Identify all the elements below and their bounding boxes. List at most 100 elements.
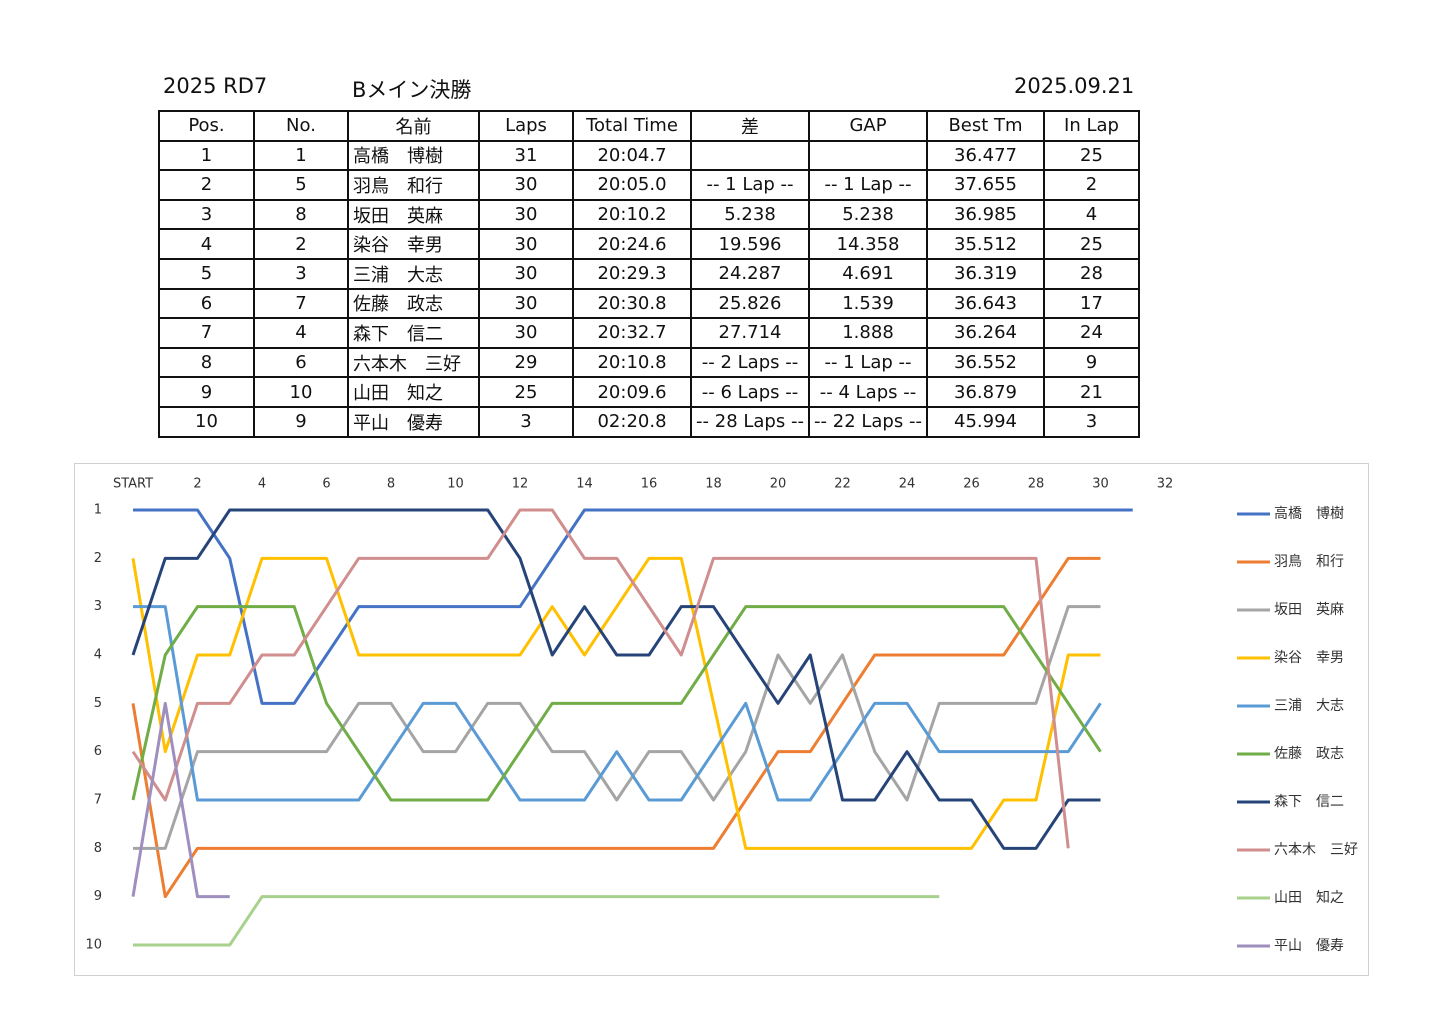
x-tick-label: 16 bbox=[641, 477, 658, 492]
column-header: Best Tm bbox=[926, 110, 1045, 142]
x-tick-label: 28 bbox=[1028, 477, 1045, 492]
cell: 平山 優寿 bbox=[347, 405, 480, 438]
result-row: 7 4 森下 信二 30 20:32.7 27.714 1.888 36.264 24 bbox=[158, 317, 1140, 349]
cell: 36.477 bbox=[926, 139, 1045, 172]
cell: 20:10.8 bbox=[572, 346, 692, 379]
cell: -- 2 Laps -- bbox=[690, 346, 810, 379]
column-header: GAP bbox=[808, 110, 928, 142]
cell: -- 1 Lap -- bbox=[690, 169, 810, 201]
y-tick-label: 7 bbox=[94, 793, 102, 808]
x-tick-label: 32 bbox=[1157, 477, 1174, 492]
cell: 4 bbox=[158, 228, 255, 260]
cell: 1 bbox=[158, 139, 255, 172]
y-tick-label: 9 bbox=[94, 889, 102, 904]
cell: 36.985 bbox=[926, 198, 1045, 231]
x-tick-label: 14 bbox=[576, 477, 593, 492]
cell: 30 bbox=[478, 317, 574, 349]
x-tick-label: 30 bbox=[1092, 477, 1109, 492]
cell: 染谷 幸男 bbox=[347, 228, 480, 260]
series-line bbox=[131, 605, 1102, 802]
cell: 20:09.6 bbox=[572, 376, 692, 408]
x-tick-label: 26 bbox=[963, 477, 980, 492]
cell: 8 bbox=[253, 198, 349, 231]
cell: 5 bbox=[253, 169, 349, 201]
column-header: Laps bbox=[478, 110, 574, 142]
cell: 20:05.0 bbox=[572, 169, 692, 201]
cell: 三浦 大志 bbox=[347, 257, 480, 290]
result-row: 6 7 佐藤 政志 30 20:30.8 25.826 1.539 36.643 17 bbox=[158, 287, 1140, 320]
cell: 25 bbox=[1043, 228, 1140, 260]
series-line bbox=[131, 508, 1101, 850]
legend-label: 坂田 英麻 bbox=[1274, 601, 1344, 618]
column-header: Pos. bbox=[158, 110, 255, 142]
cell: 1 bbox=[253, 139, 349, 172]
x-tick-label: 22 bbox=[834, 477, 851, 492]
cell: 2 bbox=[158, 169, 255, 201]
cell: 20:10.2 bbox=[572, 198, 692, 231]
event: 2025 RD7 bbox=[163, 74, 268, 98]
x-tick-label: 4 bbox=[258, 477, 266, 492]
column-header: In Lap bbox=[1043, 110, 1140, 142]
series-line bbox=[133, 605, 1102, 802]
legend-label: 三浦 大志 bbox=[1274, 698, 1344, 714]
cell: 35.512 bbox=[926, 228, 1045, 260]
cell: 21 bbox=[1043, 376, 1140, 408]
y-tick-label: 2 bbox=[94, 551, 102, 566]
cell: 5.238 bbox=[690, 198, 810, 231]
result-row: 9 10 山田 知之 25 20:09.6 -- 6 Laps -- -- 4 Laps -… bbox=[158, 376, 1140, 408]
x-tick-label: 2 bbox=[193, 477, 201, 492]
legend-label: 六本木 三好 bbox=[1274, 842, 1358, 858]
cell: 25 bbox=[1043, 139, 1140, 172]
cell: 坂田 英麻 bbox=[347, 198, 480, 231]
result-row: 2 5 羽鳥 和行 30 20:05.0 -- 1 Lap -- -- 1 Lap -- 37… bbox=[158, 169, 1140, 201]
cell: 28 bbox=[1043, 257, 1140, 290]
cell: 2 bbox=[1043, 169, 1140, 201]
legend-label: 平山 優寿 bbox=[1274, 938, 1344, 954]
cell: -- 22 Laps -- bbox=[808, 405, 928, 438]
cell: 2 bbox=[253, 228, 349, 260]
cell: 02:20.8 bbox=[572, 405, 692, 438]
cell: 17 bbox=[1043, 287, 1140, 320]
result-row: 4 2 染谷 幸男 30 20:24.6 19.596 14.358 35.512 25 bbox=[158, 228, 1140, 260]
cell: -- 28 Laps -- bbox=[690, 405, 810, 438]
y-tick-label: 6 bbox=[94, 744, 102, 759]
cell: 5.238 bbox=[808, 198, 928, 231]
cell: 36.264 bbox=[926, 317, 1045, 349]
cell: -- 6 Laps -- bbox=[690, 376, 810, 408]
x-tick-label: 20 bbox=[770, 477, 787, 492]
cell: 3 bbox=[1043, 405, 1140, 438]
cell: 29 bbox=[478, 346, 574, 379]
cell: 3 bbox=[253, 257, 349, 290]
result-row: 5 3 三浦 大志 30 20:29.3 24.287 4.691 36.319 28 bbox=[158, 257, 1140, 290]
cell: 19.596 bbox=[690, 228, 810, 260]
cell: 佐藤 政志 bbox=[347, 287, 480, 320]
table-body: 1 1 高橋 博樹 31 20:04.7 36.477 25 2 5 羽鳥 和行 30 20:05.0… bbox=[158, 139, 1140, 438]
series-line bbox=[131, 556, 1101, 899]
cell: 羽鳥 和行 bbox=[347, 169, 480, 201]
cell: 山田 知之 bbox=[347, 376, 480, 408]
cell: 4 bbox=[253, 317, 349, 349]
cell: 37.655 bbox=[926, 169, 1045, 201]
cell: 9 bbox=[253, 405, 349, 438]
cell: 3 bbox=[478, 405, 574, 438]
cell: 45.994 bbox=[926, 405, 1045, 438]
cell: 7 bbox=[253, 287, 349, 320]
cell: 20:24.6 bbox=[572, 228, 692, 260]
y-tick-label: 5 bbox=[94, 696, 102, 711]
cell: 森下 信二 bbox=[347, 317, 480, 349]
cell: 24 bbox=[1043, 317, 1140, 349]
cell: 31 bbox=[478, 139, 574, 172]
cell: 7 bbox=[158, 317, 255, 349]
cell: 14.358 bbox=[808, 228, 928, 260]
race-title: Bメイン決勝 bbox=[352, 78, 472, 102]
legend-label: 山田 知之 bbox=[1274, 889, 1344, 906]
date: 2025.09.21 bbox=[1014, 74, 1135, 98]
legend-label: 佐藤 政志 bbox=[1274, 746, 1344, 762]
legend-label: 羽鳥 和行 bbox=[1274, 554, 1344, 570]
cell: 25.826 bbox=[690, 287, 810, 320]
cell: -- 4 Laps -- bbox=[808, 376, 928, 408]
cell: 30 bbox=[478, 228, 574, 260]
x-tick-label: 18 bbox=[705, 477, 722, 492]
cell: 6 bbox=[253, 346, 349, 379]
